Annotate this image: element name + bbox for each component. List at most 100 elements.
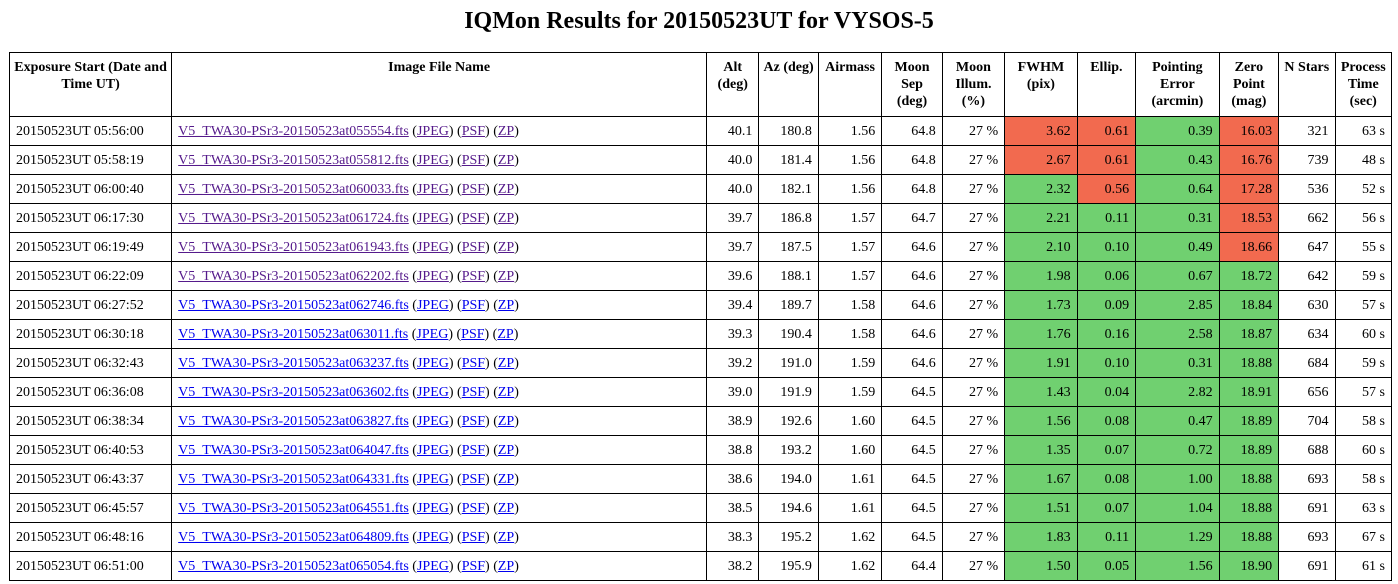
pointing-error-cell: 0.72	[1135, 435, 1220, 465]
jpeg-link[interactable]: JPEG	[416, 326, 449, 342]
process-time-cell: 59 s	[1334, 348, 1392, 378]
zp-link[interactable]: ZP	[497, 413, 515, 429]
az-cell: 195.2	[758, 522, 819, 552]
zp-link[interactable]: ZP	[497, 239, 515, 255]
image-file-link[interactable]: V5_TWA30-PSr3-20150523at063827.fts	[178, 413, 409, 429]
airmass-cell: 1.60	[817, 406, 883, 436]
image-file-link[interactable]: V5_TWA30-PSr3-20150523at062746.fts	[178, 297, 409, 313]
airmass-cell: 1.56	[817, 116, 883, 146]
zp-link[interactable]: ZP	[497, 152, 515, 168]
image-file-link[interactable]: V5_TWA30-PSr3-20150523at055812.fts	[178, 152, 409, 168]
psf-link[interactable]: PSF	[461, 239, 486, 255]
jpeg-link[interactable]: JPEG	[416, 500, 449, 516]
zp-link[interactable]: ZP	[497, 326, 514, 342]
psf-link[interactable]: PSF	[461, 181, 486, 197]
jpeg-link[interactable]: JPEG	[416, 297, 449, 313]
image-file-link[interactable]: V5_TWA30-PSr3-20150523at064809.fts	[178, 529, 409, 545]
zp-link[interactable]: ZP	[497, 500, 515, 516]
jpeg-link[interactable]: JPEG	[416, 210, 449, 226]
psf-link[interactable]: PSF	[461, 152, 486, 168]
psf-link[interactable]: PSF	[461, 529, 486, 545]
psf-link[interactable]: PSF	[461, 355, 486, 371]
image-file-link[interactable]: V5_TWA30-PSr3-20150523at065054.fts	[178, 558, 409, 574]
image-file-link[interactable]: V5_TWA30-PSr3-20150523at063237.fts	[178, 355, 409, 371]
image-file-link[interactable]: V5_TWA30-PSr3-20150523at060033.fts	[178, 181, 409, 197]
moon-sep-cell: 64.6	[881, 348, 943, 378]
jpeg-link[interactable]: JPEG	[416, 413, 449, 429]
psf-link[interactable]: PSF	[461, 297, 486, 313]
psf-link[interactable]: PSF	[461, 210, 486, 226]
image-file-link[interactable]: V5_TWA30-PSr3-20150523at064331.fts	[178, 471, 409, 487]
exposure-start-cell: 20150523UT 06:40:53	[8, 435, 173, 465]
n-stars-cell: 693	[1278, 464, 1336, 494]
psf-link[interactable]: PSF	[461, 413, 486, 429]
airmass-cell: 1.57	[817, 203, 883, 233]
fwhm-cell: 1.91	[1004, 348, 1078, 378]
zp-link[interactable]: ZP	[497, 297, 515, 313]
zp-link[interactable]: ZP	[497, 529, 515, 545]
ellipticity-cell: 0.07	[1076, 493, 1137, 523]
image-file-link[interactable]: V5_TWA30-PSr3-20150523at055554.fts	[178, 123, 409, 139]
jpeg-link[interactable]: JPEG	[416, 442, 449, 458]
psf-link[interactable]: PSF	[461, 384, 486, 400]
table-row: 20150523UT 06:17:30 V5_TWA30-PSr3-2015052…	[8, 203, 1392, 233]
zp-link[interactable]: ZP	[497, 471, 515, 487]
moon-illum-cell: 27 %	[941, 261, 1006, 291]
image-file-link[interactable]: V5_TWA30-PSr3-20150523at061724.fts	[178, 210, 409, 226]
psf-link[interactable]: PSF	[461, 268, 486, 284]
airmass-cell: 1.57	[817, 261, 883, 291]
ellipticity-cell: 0.06	[1076, 261, 1137, 291]
jpeg-link[interactable]: JPEG	[416, 123, 449, 139]
moon-illum-cell: 27 %	[941, 464, 1006, 494]
airmass-cell: 1.59	[817, 377, 883, 407]
psf-link[interactable]: PSF	[461, 123, 486, 139]
psf-link[interactable]: PSF	[461, 500, 486, 516]
image-file-link[interactable]: V5_TWA30-PSr3-20150523at062202.fts	[178, 268, 409, 284]
jpeg-link[interactable]: JPEG	[416, 529, 449, 545]
zp-link[interactable]: ZP	[497, 442, 515, 458]
moon-sep-cell: 64.6	[881, 232, 943, 262]
jpeg-link[interactable]: JPEG	[416, 355, 449, 371]
image-file-link[interactable]: V5_TWA30-PSr3-20150523at061943.fts	[178, 239, 409, 255]
zp-link[interactable]: ZP	[497, 268, 515, 284]
airmass-cell: 1.60	[817, 435, 883, 465]
header-n-stars: N Stars	[1278, 52, 1336, 117]
pointing-error-cell: 2.85	[1135, 290, 1220, 320]
image-file-link[interactable]: V5_TWA30-PSr3-20150523at063602.fts	[178, 384, 409, 400]
process-time-cell: 61 s	[1334, 551, 1392, 581]
n-stars-cell: 647	[1278, 232, 1336, 262]
image-file-link[interactable]: V5_TWA30-PSr3-20150523at064551.fts	[178, 500, 409, 516]
jpeg-link[interactable]: JPEG	[416, 558, 449, 574]
zp-link[interactable]: ZP	[497, 123, 515, 139]
psf-link[interactable]: PSF	[461, 442, 486, 458]
jpeg-link[interactable]: JPEG	[416, 239, 449, 255]
psf-link[interactable]: PSF	[461, 326, 485, 342]
jpeg-link[interactable]: JPEG	[416, 384, 449, 400]
zp-link[interactable]: ZP	[497, 558, 515, 574]
process-time-cell: 59 s	[1334, 261, 1392, 291]
psf-link[interactable]: PSF	[461, 471, 486, 487]
jpeg-link[interactable]: JPEG	[416, 152, 449, 168]
image-file-cell: V5_TWA30-PSr3-20150523at065054.fts (JPEG…	[171, 551, 708, 581]
zp-link[interactable]: ZP	[497, 210, 515, 226]
image-file-link[interactable]: V5_TWA30-PSr3-20150523at063011.fts	[178, 326, 409, 342]
jpeg-link[interactable]: JPEG	[416, 471, 449, 487]
n-stars-cell: 642	[1278, 261, 1336, 291]
jpeg-link[interactable]: JPEG	[416, 181, 449, 197]
image-file-link[interactable]: V5_TWA30-PSr3-20150523at064047.fts	[178, 442, 409, 458]
zp-link[interactable]: ZP	[497, 355, 515, 371]
exposure-start-cell: 20150523UT 06:45:57	[8, 493, 173, 523]
moon-sep-cell: 64.5	[881, 377, 943, 407]
psf-link[interactable]: PSF	[461, 558, 486, 574]
image-file-cell: V5_TWA30-PSr3-20150523at064809.fts (JPEG…	[171, 522, 708, 552]
zero-point-cell: 18.72	[1218, 261, 1280, 291]
header-row: Exposure Start (Date and Time UT) Image …	[8, 52, 1392, 117]
process-time-cell: 56 s	[1334, 203, 1392, 233]
zp-link[interactable]: ZP	[497, 384, 515, 400]
zp-link[interactable]: ZP	[497, 181, 515, 197]
image-file-cell: V5_TWA30-PSr3-20150523at064331.fts (JPEG…	[171, 464, 708, 494]
fwhm-cell: 3.62	[1004, 116, 1078, 146]
jpeg-link[interactable]: JPEG	[416, 268, 449, 284]
zero-point-cell: 18.84	[1218, 290, 1280, 320]
pointing-error-cell: 0.49	[1135, 232, 1220, 262]
